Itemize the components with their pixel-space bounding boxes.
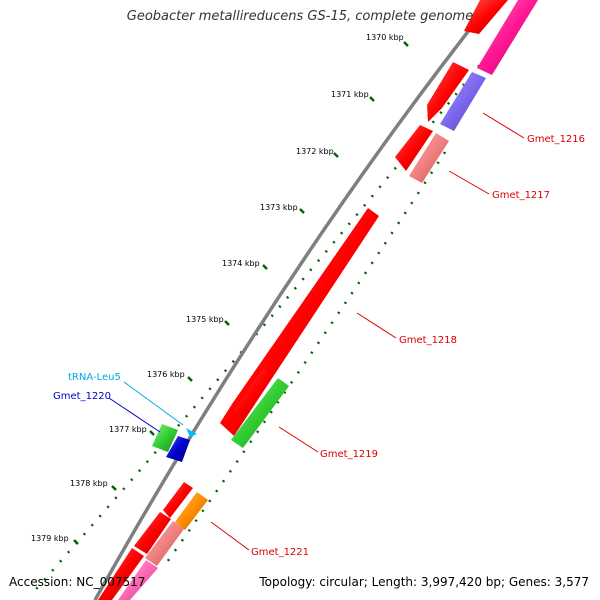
- gene-label-gmet-1220[interactable]: Gmet_1220: [53, 391, 111, 402]
- gene-label-gmet-1217[interactable]: Gmet_1217: [492, 190, 550, 201]
- tick-label-1378: 1378 kbp: [70, 479, 108, 488]
- tick-label-1372: 1372 kbp: [296, 147, 334, 156]
- tick-label-1371: 1371 kbp: [331, 90, 369, 99]
- leader-trna-leu5: [123, 381, 184, 426]
- gene-feature-pink-bottom[interactable]: [118, 560, 158, 600]
- tick-mark-1378: [111, 485, 117, 491]
- gene-feature-blue-1220[interactable]: [166, 436, 190, 462]
- tick-label-1377: 1377 kbp: [109, 425, 147, 434]
- gene-feature-red-3[interactable]: [163, 482, 193, 518]
- gene-label-gmet-1221[interactable]: Gmet_1221: [251, 547, 309, 558]
- gene-feature-pink-lower[interactable]: [145, 521, 184, 566]
- trna-leu5-feature[interactable]: [186, 428, 197, 437]
- leader-gmet-1216: [482, 112, 525, 139]
- leader-gmet-1218: [356, 312, 397, 339]
- tick-mark-1379: [73, 539, 79, 545]
- tick-label-1370: 1370 kbp: [366, 33, 404, 42]
- tick-mark-1376: [187, 376, 193, 382]
- leader-gmet-1217: [448, 170, 490, 195]
- tick-label-1374: 1374 kbp: [222, 259, 260, 268]
- gene-feature-red-1[interactable]: [427, 62, 469, 122]
- tick-mark-1375: [224, 320, 230, 326]
- gene-label-gmet-1219[interactable]: Gmet_1219: [320, 449, 378, 460]
- tick-mark-1370: [403, 41, 409, 47]
- tick-mark-1372: [333, 152, 339, 158]
- leader-gmet-1220: [108, 397, 161, 433]
- map-title: Geobacter metallireducens GS-15, complet…: [126, 9, 474, 24]
- tick-mark-1373: [299, 208, 305, 214]
- accession-label: Accession: NC_007517: [9, 575, 146, 589]
- gene-label-gmet-1216[interactable]: Gmet_1216: [527, 134, 585, 145]
- gene-feature-orange-1221[interactable]: [175, 492, 208, 530]
- gene-label-trna-leu5[interactable]: tRNA-Leu5: [68, 372, 121, 383]
- gene-feature-green-1220[interactable]: [152, 424, 178, 452]
- gene-feature-red-2[interactable]: [395, 125, 433, 171]
- genome-summary-label: Topology: circular; Length: 3,997,420 bp…: [259, 575, 589, 589]
- tick-marks: [73, 41, 409, 545]
- genome-backbone: [93, 4, 490, 600]
- tick-label-1376: 1376 kbp: [147, 370, 185, 379]
- tick-mark-1377: [149, 430, 155, 436]
- tick-mark-1371: [369, 96, 375, 102]
- tick-label-1379: 1379 kbp: [31, 534, 69, 543]
- gene-feature-red-4[interactable]: [134, 512, 171, 554]
- tick-mark-1374: [262, 264, 268, 270]
- gene-feature-red-top[interactable]: [464, 0, 508, 34]
- gene-feature-pink-1217[interactable]: [409, 133, 449, 183]
- leader-gmet-1219: [278, 426, 319, 453]
- gene-feature-purple-1216[interactable]: [440, 72, 486, 131]
- gene-feature-green-1219[interactable]: [231, 378, 289, 448]
- inner-dotted-track: [163, 151, 447, 566]
- gene-label-gmet-1218[interactable]: Gmet_1218: [399, 335, 457, 346]
- tick-label-1373: 1373 kbp: [260, 203, 298, 212]
- gene-feature-red-1218b[interactable]: [234, 368, 273, 418]
- gene-feature-red-5[interactable]: [98, 548, 144, 600]
- tick-label-1375: 1375 kbp: [186, 315, 224, 324]
- outer-dotted-track: [29, 0, 533, 597]
- gene-feature-magenta-top[interactable]: [477, 0, 538, 75]
- leader-gmet-1221: [210, 521, 250, 551]
